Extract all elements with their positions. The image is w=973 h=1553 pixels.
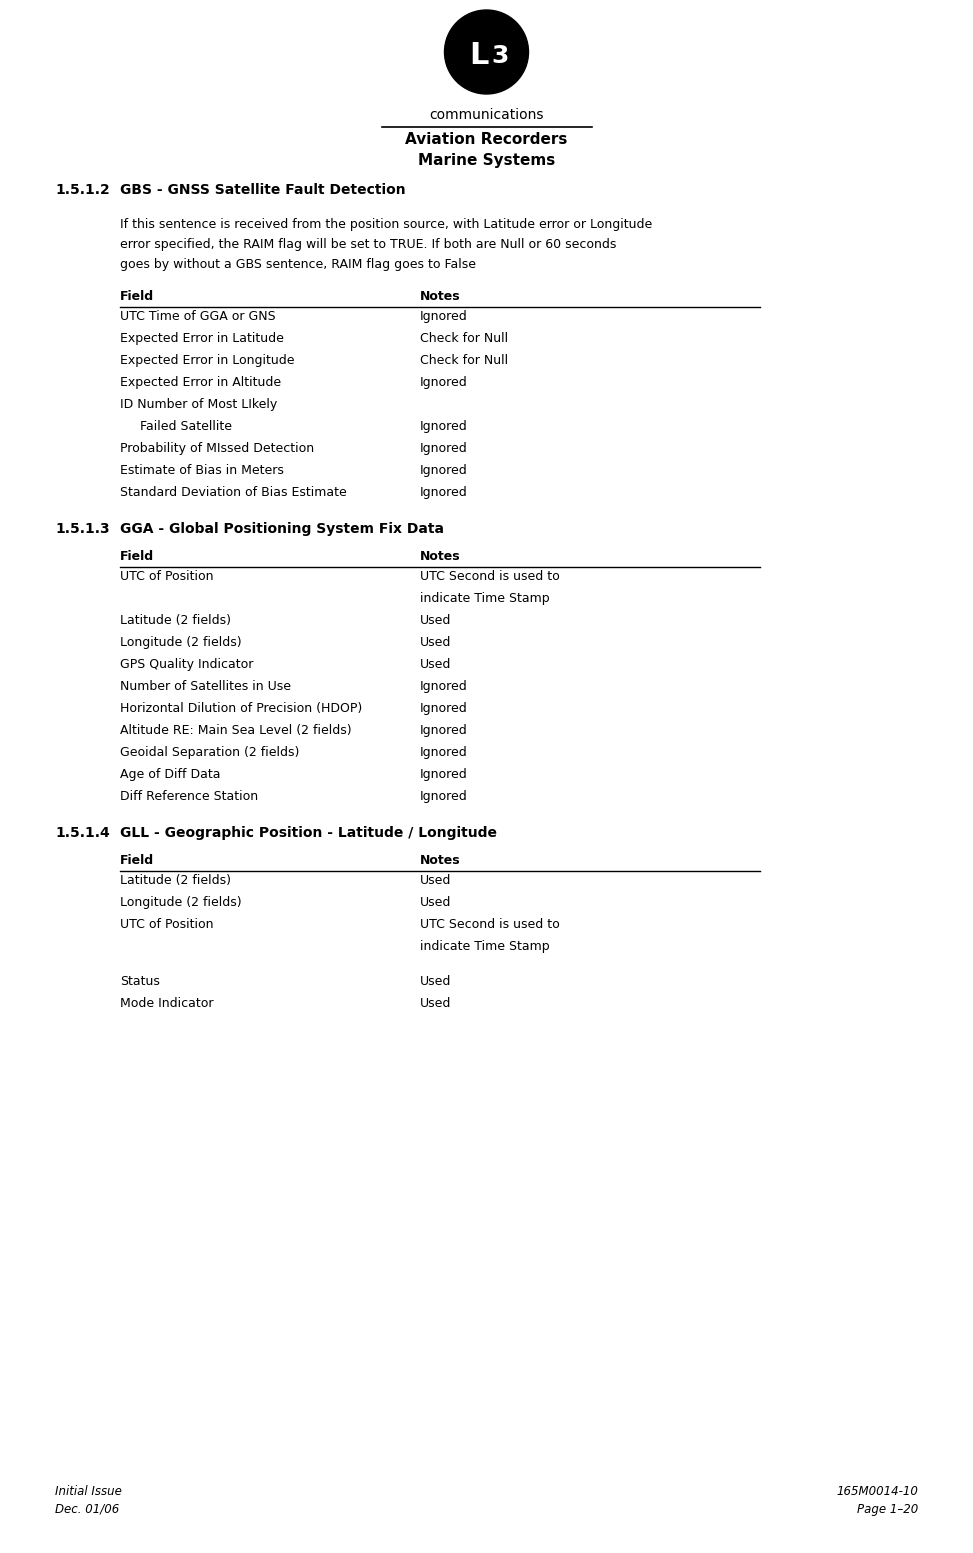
Text: Notes: Notes <box>420 290 460 303</box>
Text: Dec. 01/06: Dec. 01/06 <box>55 1503 120 1516</box>
Text: indicate Time Stamp: indicate Time Stamp <box>420 940 550 954</box>
Text: Horizontal Dilution of Precision (HDOP): Horizontal Dilution of Precision (HDOP) <box>120 702 362 714</box>
Text: Ignored: Ignored <box>420 769 468 781</box>
Text: Ignored: Ignored <box>420 702 468 714</box>
Text: Latitude (2 fields): Latitude (2 fields) <box>120 874 231 887</box>
Text: communications: communications <box>429 109 544 123</box>
Text: Page 1–20: Page 1–20 <box>857 1503 918 1516</box>
Text: Expected Error in Altitude: Expected Error in Altitude <box>120 376 281 388</box>
Text: L: L <box>469 42 488 70</box>
Text: UTC Second is used to: UTC Second is used to <box>420 570 559 582</box>
Text: GPS Quality Indicator: GPS Quality Indicator <box>120 658 253 671</box>
Text: 165M0014-10: 165M0014-10 <box>836 1485 918 1499</box>
Text: indicate Time Stamp: indicate Time Stamp <box>420 592 550 606</box>
Text: UTC of Position: UTC of Position <box>120 918 213 930</box>
Text: Ignored: Ignored <box>420 464 468 477</box>
Text: Ignored: Ignored <box>420 376 468 388</box>
Text: Notes: Notes <box>420 550 460 564</box>
Text: If this sentence is received from the position source, with Latitude error or Lo: If this sentence is received from the po… <box>120 217 652 231</box>
Text: Probability of MIssed Detection: Probability of MIssed Detection <box>120 443 314 455</box>
Text: Used: Used <box>420 658 451 671</box>
Text: error specified, the RAIM flag will be set to TRUE. If both are Null or 60 secon: error specified, the RAIM flag will be s… <box>120 238 616 252</box>
Text: Ignored: Ignored <box>420 790 468 803</box>
Text: ID Number of Most LIkely: ID Number of Most LIkely <box>120 398 277 412</box>
Text: GGA - Global Positioning System Fix Data: GGA - Global Positioning System Fix Data <box>120 522 444 536</box>
Text: Field: Field <box>120 290 154 303</box>
Text: Notes: Notes <box>420 854 460 867</box>
Text: Mode Indicator: Mode Indicator <box>120 997 213 1009</box>
Text: 1.5.1.4: 1.5.1.4 <box>55 826 110 840</box>
Text: Marine Systems: Marine Systems <box>417 154 556 168</box>
Text: 1.5.1.3: 1.5.1.3 <box>55 522 110 536</box>
Text: Used: Used <box>420 997 451 1009</box>
Text: Estimate of Bias in Meters: Estimate of Bias in Meters <box>120 464 284 477</box>
Text: UTC Time of GGA or GNS: UTC Time of GGA or GNS <box>120 311 275 323</box>
Text: Ignored: Ignored <box>420 486 468 499</box>
Text: Used: Used <box>420 637 451 649</box>
Text: Status: Status <box>120 975 160 988</box>
Text: GBS - GNSS Satellite Fault Detection: GBS - GNSS Satellite Fault Detection <box>120 183 406 197</box>
Text: Latitude (2 fields): Latitude (2 fields) <box>120 613 231 627</box>
Text: Ignored: Ignored <box>420 745 468 759</box>
Circle shape <box>445 9 528 95</box>
Text: Ignored: Ignored <box>420 419 468 433</box>
Text: Longitude (2 fields): Longitude (2 fields) <box>120 896 241 909</box>
Text: Geoidal Separation (2 fields): Geoidal Separation (2 fields) <box>120 745 300 759</box>
Text: Check for Null: Check for Null <box>420 332 508 345</box>
Text: goes by without a GBS sentence, RAIM flag goes to False: goes by without a GBS sentence, RAIM fla… <box>120 258 476 272</box>
Text: Field: Field <box>120 550 154 564</box>
Text: Ignored: Ignored <box>420 724 468 738</box>
Text: UTC Second is used to: UTC Second is used to <box>420 918 559 930</box>
Text: Age of Diff Data: Age of Diff Data <box>120 769 221 781</box>
Text: Ignored: Ignored <box>420 680 468 693</box>
Text: Longitude (2 fields): Longitude (2 fields) <box>120 637 241 649</box>
Text: Field: Field <box>120 854 154 867</box>
Text: Aviation Recorders: Aviation Recorders <box>406 132 567 148</box>
Text: Failed Satellite: Failed Satellite <box>120 419 232 433</box>
Text: Used: Used <box>420 613 451 627</box>
Text: Expected Error in Latitude: Expected Error in Latitude <box>120 332 284 345</box>
Text: Check for Null: Check for Null <box>420 354 508 367</box>
Text: 3: 3 <box>491 43 509 68</box>
Text: Number of Satellites in Use: Number of Satellites in Use <box>120 680 291 693</box>
Text: UTC of Position: UTC of Position <box>120 570 213 582</box>
Text: 1.5.1.2: 1.5.1.2 <box>55 183 110 197</box>
Text: Used: Used <box>420 896 451 909</box>
Text: Ignored: Ignored <box>420 443 468 455</box>
Text: Expected Error in Longitude: Expected Error in Longitude <box>120 354 295 367</box>
Text: GLL - Geographic Position - Latitude / Longitude: GLL - Geographic Position - Latitude / L… <box>120 826 497 840</box>
Text: Standard Deviation of Bias Estimate: Standard Deviation of Bias Estimate <box>120 486 346 499</box>
Text: Used: Used <box>420 874 451 887</box>
Text: Diff Reference Station: Diff Reference Station <box>120 790 258 803</box>
Text: Initial Issue: Initial Issue <box>55 1485 122 1499</box>
Text: Used: Used <box>420 975 451 988</box>
Text: Ignored: Ignored <box>420 311 468 323</box>
Text: Altitude RE: Main Sea Level (2 fields): Altitude RE: Main Sea Level (2 fields) <box>120 724 351 738</box>
